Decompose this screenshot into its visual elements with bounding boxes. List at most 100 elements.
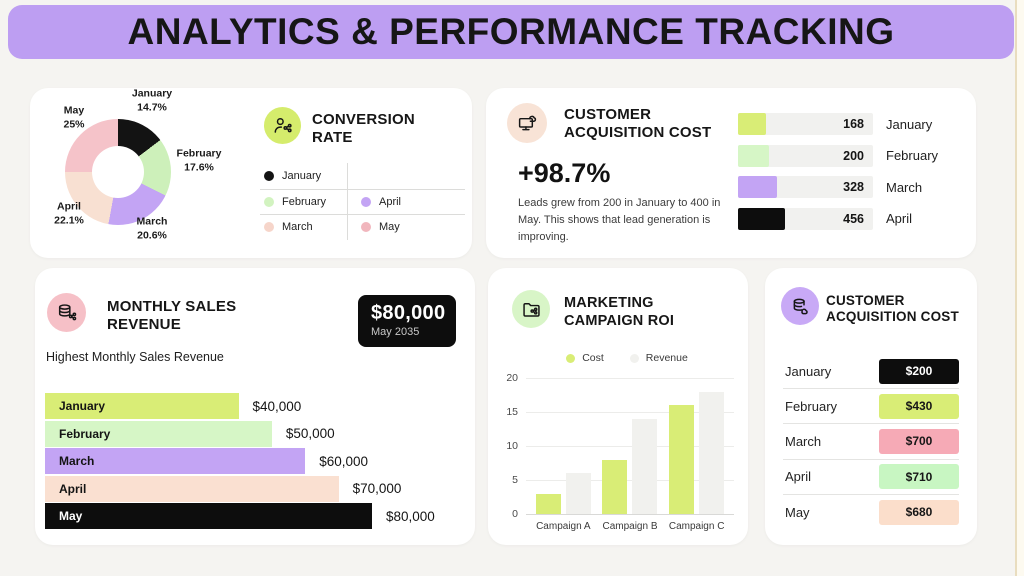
bar-month-label: January bbox=[886, 116, 933, 132]
sales-subtitle: Highest Monthly Sales Revenue bbox=[46, 350, 224, 364]
bar-month-label: January bbox=[59, 399, 106, 413]
sales-bar-row: May $80,000 bbox=[45, 503, 465, 529]
cac-bar-row: 200 February bbox=[738, 144, 964, 167]
y-axis-tick: 20 bbox=[506, 372, 518, 384]
table-month-cell: January bbox=[785, 363, 832, 379]
cac-bar-row: 456 April bbox=[738, 207, 964, 230]
customer-acquisition-stat-card: CUSTOMER ACQUISITION COST +98.7% Leads g… bbox=[486, 88, 976, 258]
bar-track: 328 bbox=[738, 176, 873, 198]
folder-share-icon bbox=[512, 290, 550, 328]
conversion-card-title: CONVERSION RATE bbox=[312, 111, 415, 147]
database-cloud-icon bbox=[781, 287, 819, 325]
bar-month-label: April bbox=[59, 481, 87, 496]
bar-track: 200 bbox=[738, 144, 873, 167]
cost-bar bbox=[535, 493, 561, 514]
cost-bar bbox=[602, 459, 628, 514]
bar-value: $50,000 bbox=[285, 426, 335, 441]
sales-bar-row: February $50,000 bbox=[45, 420, 465, 447]
gridline bbox=[526, 446, 734, 447]
campaign-group: Campaign B bbox=[602, 378, 658, 532]
bar-value: $80,000 bbox=[386, 508, 435, 524]
table-cost-badge: $710 bbox=[879, 464, 959, 490]
x-axis-label: Campaign C bbox=[668, 521, 725, 532]
monitor-cloud-icon bbox=[507, 103, 547, 143]
cac-bar-row: 328 March bbox=[738, 176, 964, 198]
legend-dot bbox=[629, 353, 639, 363]
bar-month-label: March bbox=[59, 454, 95, 468]
bar-value: 200 bbox=[843, 148, 864, 163]
page-title: ANALYTICS & PERFORMANCE TRACKING bbox=[127, 11, 895, 52]
legend-row: February April bbox=[260, 188, 465, 215]
bar-value: 168 bbox=[843, 117, 864, 131]
bar-segment bbox=[738, 144, 769, 167]
legend-item-march: March bbox=[260, 221, 347, 233]
sales-bar-row: April $70,000 bbox=[45, 475, 465, 502]
cac-bars: 168 January 200 February 328 March 456 April bbox=[738, 113, 964, 239]
donut-label-april: April 22.1% bbox=[54, 200, 84, 226]
badge-caption: May 2035 bbox=[371, 326, 420, 338]
legend-dot bbox=[566, 353, 576, 363]
legend-row: March May bbox=[260, 214, 465, 240]
campaign-roi-card: MARKETING CAMPAIGN ROI Cost Revenue 0 5 10… bbox=[488, 268, 748, 545]
bar-month-label: February bbox=[886, 148, 939, 163]
bar-value: $70,000 bbox=[352, 481, 402, 496]
campaign-group: Campaign C bbox=[669, 378, 725, 532]
bar-segment bbox=[738, 176, 777, 198]
bar-month-label: March bbox=[886, 179, 923, 195]
conversion-rate-card: January 14.7% February 17.6% March 20.6% Ap… bbox=[30, 87, 472, 258]
legend-dot bbox=[361, 196, 371, 207]
table-row: February $430 bbox=[783, 389, 959, 425]
revenue-bar bbox=[632, 418, 658, 514]
donut-label-march: March 20.6% bbox=[136, 215, 168, 241]
table-cost-badge: $680 bbox=[879, 499, 959, 525]
legend-row: January bbox=[260, 163, 465, 189]
bar-segment bbox=[738, 207, 786, 230]
bar-segment bbox=[738, 113, 767, 135]
customer-acquisition-table-card: CUSTOMER ACQUISITION COST January $200 Feb… bbox=[765, 268, 977, 545]
campaign-group: Campaign A bbox=[535, 378, 591, 532]
bar-segment: April bbox=[45, 475, 339, 502]
legend-dot bbox=[264, 170, 274, 181]
bar-segment: May bbox=[45, 503, 372, 529]
x-axis-label: Campaign A bbox=[536, 521, 591, 532]
legend-dot bbox=[264, 196, 274, 207]
roi-plot: 0 5 10 15 20 Campaign A Campaign B Campaign C bbox=[506, 372, 734, 532]
cac-bar-row: 168 January bbox=[738, 113, 964, 135]
bar-month-label: February bbox=[59, 426, 111, 441]
legend-dot bbox=[264, 222, 274, 233]
donut-label-may: May 25% bbox=[63, 104, 85, 130]
table-month-cell: February bbox=[785, 398, 838, 414]
table-cost-badge: $700 bbox=[879, 428, 959, 454]
growth-stat: +98.7% bbox=[518, 158, 611, 188]
cac-table: January $200 February $430 March $700 April $71… bbox=[783, 354, 959, 530]
conversion-donut bbox=[65, 119, 171, 225]
donut-label-february: February 17.6% bbox=[176, 147, 222, 173]
bar-segment: March bbox=[45, 448, 306, 474]
table-month-cell: May bbox=[785, 504, 810, 520]
revenue-bar bbox=[565, 473, 591, 514]
cost-bar bbox=[669, 405, 695, 514]
table-row: May $680 bbox=[783, 495, 959, 530]
legend-divider bbox=[347, 163, 348, 240]
cac-card-title: CUSTOMER ACQUISITION COST bbox=[564, 106, 712, 142]
table-cost-badge: $430 bbox=[879, 393, 959, 419]
sales-bar-row: March $60,000 bbox=[45, 448, 465, 474]
y-axis-tick: 10 bbox=[506, 440, 518, 452]
badge-value: $80,000 bbox=[371, 302, 446, 324]
table-row: January $200 bbox=[783, 354, 959, 390]
sales-bars: January $40,000 February $50,000 March $60,00… bbox=[45, 393, 465, 531]
donut-label-january: January 14.7% bbox=[131, 87, 173, 113]
growth-description: Leads grew from 200 in January to 400 in… bbox=[518, 197, 721, 244]
bar-value: 456 bbox=[843, 211, 864, 226]
y-axis-tick: 0 bbox=[512, 508, 518, 520]
gridline bbox=[526, 378, 734, 379]
highest-revenue-badge: $80,000 May 2035 bbox=[358, 295, 456, 347]
legend-item-may: May bbox=[347, 221, 400, 233]
conversion-legend: January February April bbox=[260, 163, 465, 240]
sales-card-title: MONTHLY SALES REVENUE bbox=[107, 298, 237, 334]
table-row: April $710 bbox=[783, 460, 959, 495]
gridline bbox=[526, 514, 734, 515]
revenue-bar bbox=[699, 391, 725, 514]
monthly-sales-card: MONTHLY SALES REVENUE $80,000 May 2035 H… bbox=[35, 268, 475, 545]
y-axis-tick: 15 bbox=[506, 406, 518, 418]
